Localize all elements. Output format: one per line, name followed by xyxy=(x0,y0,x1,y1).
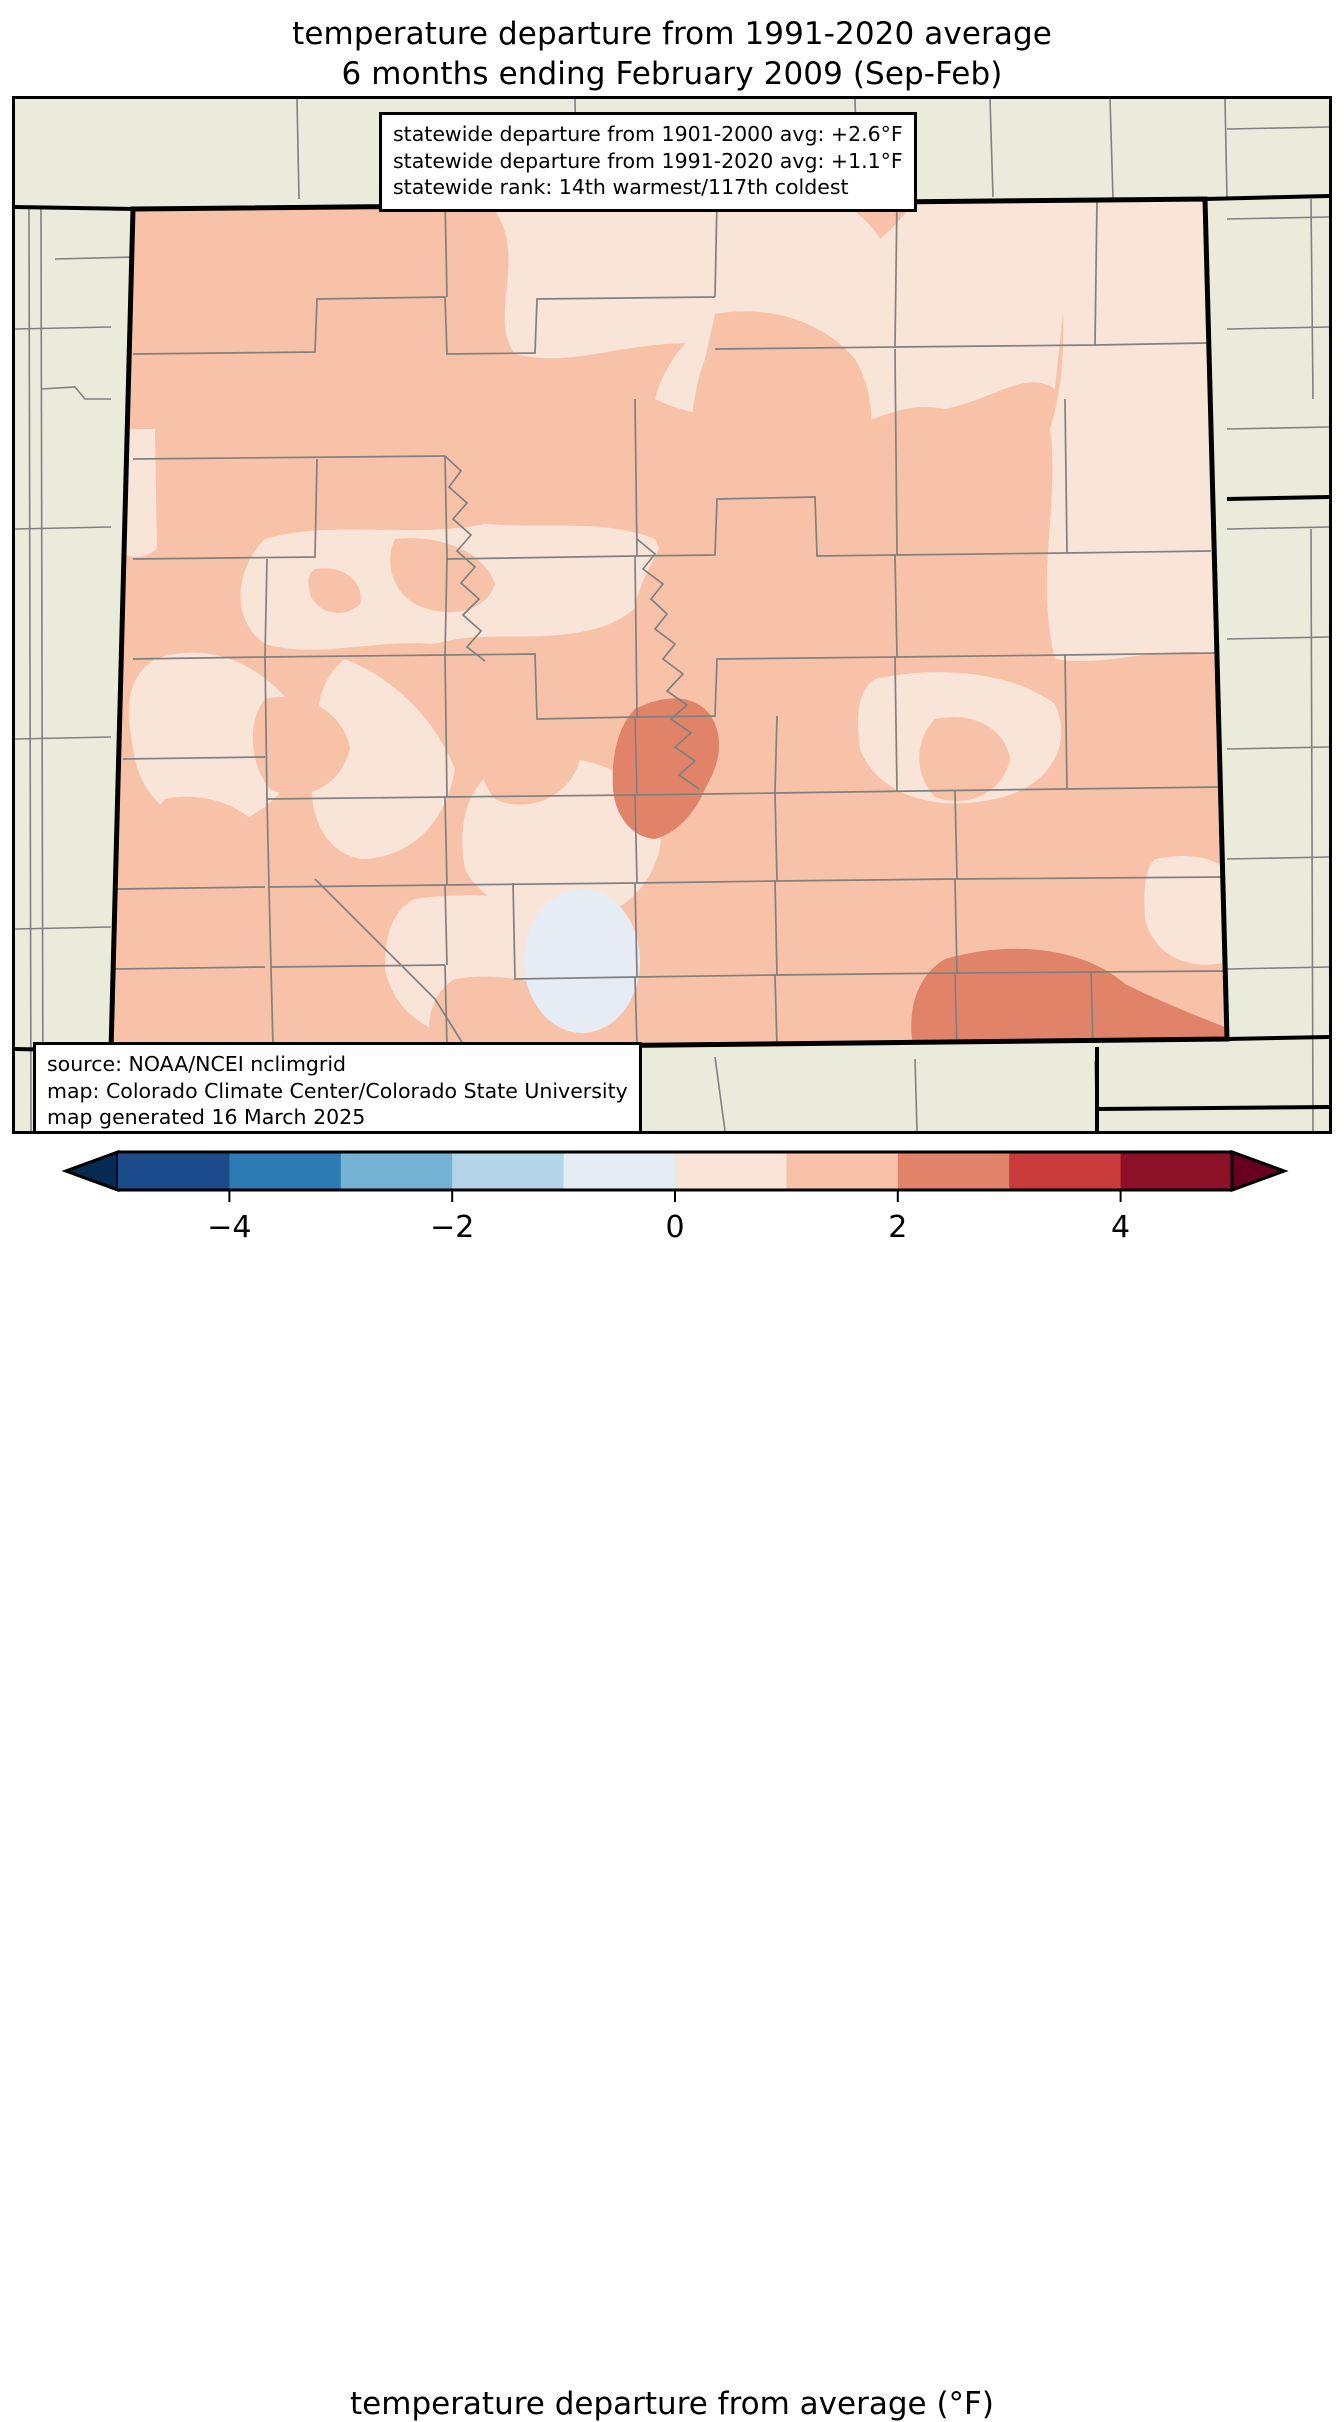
band-minus1-to-0 xyxy=(524,889,640,1033)
source-credit-box: source: NOAA/NCEI nclimgrid map: Colorad… xyxy=(33,1042,642,1131)
colorbar-tick-label-1: −2 xyxy=(430,1210,474,1245)
san-luis-valley-cool-pocket xyxy=(524,889,640,1033)
band-0-to-1 xyxy=(111,199,1227,1041)
colorbar-ticks: −4 −2 0 2 4 xyxy=(207,1190,1130,1245)
colorbar-outline xyxy=(61,1150,1289,1192)
colorbar-tick-label-3: 2 xyxy=(888,1210,907,1245)
colorbar-panel: −4 −2 0 2 4 temperature departure from avera… xyxy=(0,1140,1344,2422)
colorbar-axis-label: temperature departure from average (°F) xyxy=(350,2386,994,2422)
colorbar-tick-label-0: −4 xyxy=(207,1210,251,1245)
stats-line-3: statewide rank: 14th warmest/117th colde… xyxy=(393,175,849,199)
colorbar-band-4 xyxy=(563,1152,676,1190)
stats-line-1: statewide departure from 1901-2000 avg: … xyxy=(393,122,903,146)
colorbar: −4 −2 0 2 4 xyxy=(61,1149,1289,1245)
band-2-to-3 xyxy=(612,698,1227,1051)
colorbar-band-9 xyxy=(1120,1152,1233,1190)
title-line-2: 6 months ending February 2009 (Sep-Feb) xyxy=(341,56,1003,92)
title-line-1: temperature departure from 1991-2020 ave… xyxy=(292,16,1052,52)
colorbar-band-7 xyxy=(897,1152,1010,1190)
map-panel: statewide departure from 1901-2000 avg: … xyxy=(12,96,1332,1134)
colorbar-band-8 xyxy=(1009,1152,1122,1190)
colorbar-bands xyxy=(61,1149,1289,1193)
colorado-temperature-map xyxy=(15,99,1329,1131)
colorbar-band-3 xyxy=(452,1152,565,1190)
colorbar-tick-label-2: 0 xyxy=(665,1210,684,1245)
colorbar-tick-label-4: 4 xyxy=(1111,1210,1130,1245)
colorbar-band-2 xyxy=(340,1152,453,1190)
colorbar-band-0 xyxy=(118,1152,230,1190)
source-line-3: map generated 16 March 2025 xyxy=(47,1105,366,1129)
anomaly-raster xyxy=(111,199,1227,1051)
colorado-county-lines xyxy=(112,199,1226,1048)
stats-line-2: statewide departure from 1991-2020 avg: … xyxy=(393,148,903,173)
page-title: temperature departure from 1991-2020 ave… xyxy=(0,14,1344,94)
source-line-2: map: Colorado Climate Center/Colorado St… xyxy=(47,1078,628,1103)
source-line-1: source: NOAA/NCEI nclimgrid xyxy=(47,1052,347,1076)
colorbar-under-arrow xyxy=(61,1149,120,1193)
colorbar-over-arrow xyxy=(1230,1149,1289,1193)
colorbar-band-5 xyxy=(675,1152,787,1190)
colorbar-band-6 xyxy=(786,1152,899,1190)
colorbar-band-1 xyxy=(229,1152,342,1190)
statewide-stats-box: statewide departure from 1901-2000 avg: … xyxy=(379,112,917,212)
